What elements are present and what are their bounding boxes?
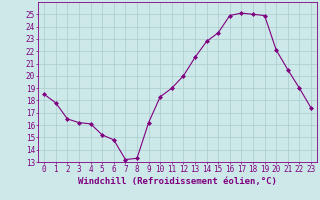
X-axis label: Windchill (Refroidissement éolien,°C): Windchill (Refroidissement éolien,°C) bbox=[78, 177, 277, 186]
